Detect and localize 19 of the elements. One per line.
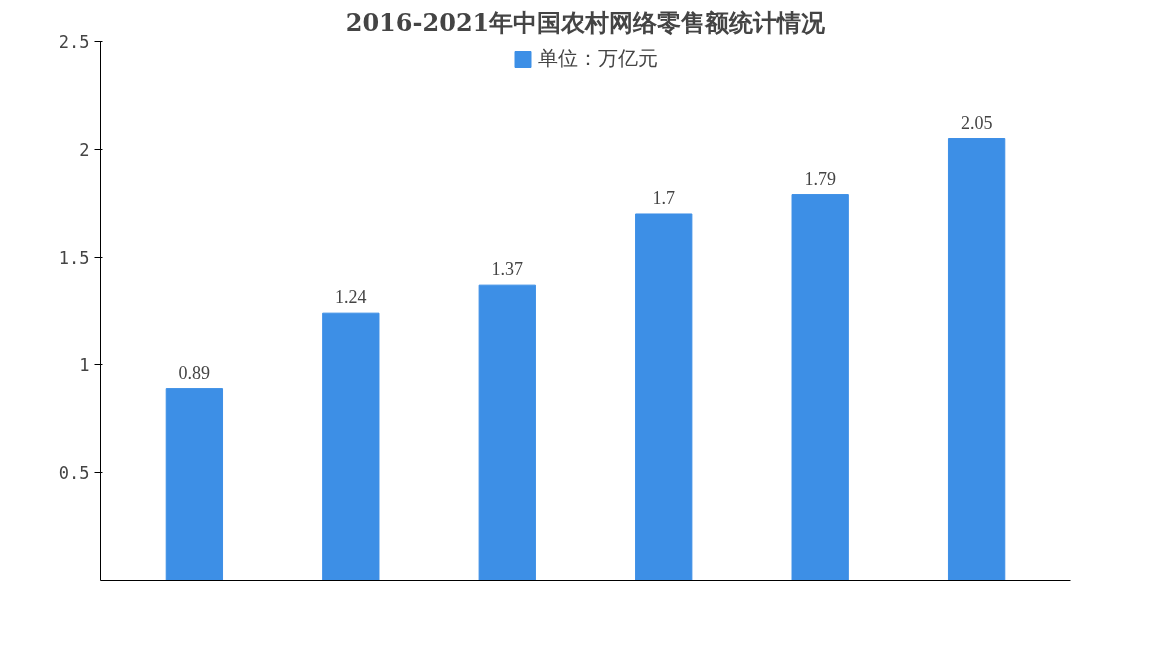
bar — [165, 388, 224, 581]
data-label: 1.24 — [335, 287, 367, 308]
y-tick-label: 1 — [79, 355, 90, 376]
data-label: 1.7 — [652, 187, 675, 208]
data-label: 2.05 — [960, 112, 993, 133]
bar — [791, 194, 849, 581]
data-label: 1.79 — [804, 168, 836, 189]
y-tick-label: 2 — [79, 139, 90, 160]
data-label: 0.89 — [178, 362, 211, 383]
bar — [478, 284, 536, 581]
chart-title: 2016-2021年中国农村网络零售额统计情况 — [345, 7, 827, 37]
bar — [322, 312, 380, 581]
y-tick-label: 2.5 — [58, 32, 90, 52]
bar — [635, 213, 693, 581]
legend-label: 单位：万亿元 — [537, 45, 658, 72]
y-tick-label: 1.5 — [58, 247, 90, 268]
y-tick-label: 0.5 — [58, 463, 90, 484]
bar — [947, 138, 1006, 581]
data-label: 1.37 — [491, 259, 524, 280]
